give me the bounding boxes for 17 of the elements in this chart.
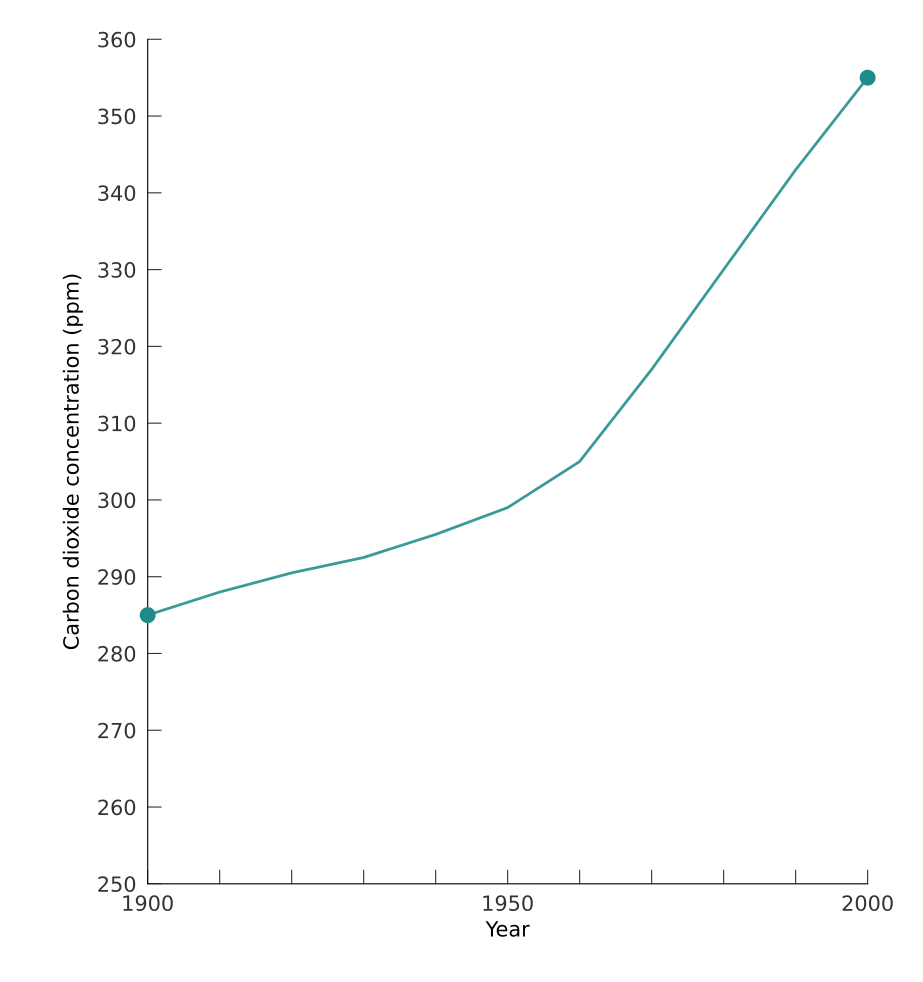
x-tick-label: 1900 <box>123 895 173 912</box>
y-tick-label: 300 <box>98 492 136 508</box>
y-tick-label: 350 <box>98 108 136 124</box>
y-tick-label: 320 <box>98 338 136 355</box>
y-tick-label: 250 <box>98 876 136 892</box>
x-tick-label: 1950 <box>483 895 533 912</box>
x-tick-label: 2000 <box>842 895 893 912</box>
y-tick-label: 340 <box>98 185 136 202</box>
y-tick-label: 330 <box>98 262 136 278</box>
y-tick-label: 360 <box>98 32 136 48</box>
y-tick-label: 310 <box>98 416 136 432</box>
y-axis-title: Carbon dioxide concentration (ppm) <box>62 274 83 650</box>
y-tick-label: 290 <box>98 569 136 585</box>
y-tick-label: 280 <box>98 646 136 662</box>
y-tick-label: 270 <box>98 722 136 738</box>
x-axis-title: Year <box>486 921 530 937</box>
y-tick-label: 260 <box>98 799 136 816</box>
